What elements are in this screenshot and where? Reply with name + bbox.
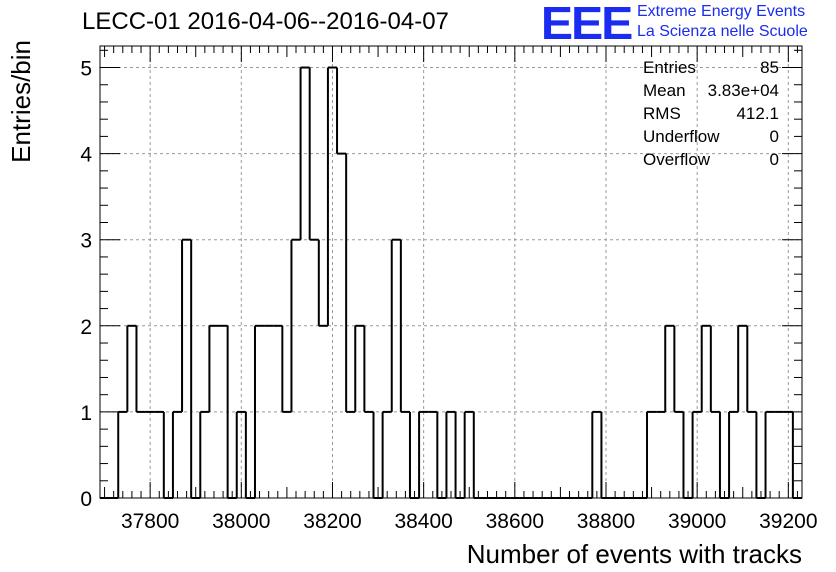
stat-mean-value: 3.83e+04 xyxy=(707,81,779,100)
stat-rms-label: RMS xyxy=(643,104,681,123)
stat-overflow: Overflow 0 xyxy=(641,150,781,173)
stat-underflow-value: 0 xyxy=(769,127,779,146)
stat-entries-value: 85 xyxy=(760,58,779,77)
stats-box: Entries 85 Mean 3.83e+04 RMS 412.1 Under… xyxy=(641,58,781,173)
x-tick-label: 38000 xyxy=(212,510,270,533)
x-tick-label: 39200 xyxy=(759,510,817,533)
y-tick-label: 4 xyxy=(80,144,92,167)
tick-layer xyxy=(100,46,802,499)
stat-rms: RMS 412.1 xyxy=(641,104,781,127)
logo-letters: EEE xyxy=(540,0,633,49)
tick-label-layer: 37800 38000 38200 38400 38600 38800 39000 39200… xyxy=(80,58,817,533)
stat-overflow-label: Overflow xyxy=(643,150,711,169)
y-tick-label: 3 xyxy=(80,230,92,253)
stat-overflow-value: 0 xyxy=(769,150,779,169)
x-tick-label: 39000 xyxy=(668,510,726,533)
y-tick-label: 2 xyxy=(80,316,92,339)
y-axis-label: Entries/bin xyxy=(6,40,36,163)
x-tick-label: 37800 xyxy=(121,510,179,533)
logo-line-1: Extreme Energy Events xyxy=(637,3,806,20)
x-axis-label: Number of events with tracks xyxy=(467,539,802,569)
stat-rms-value: 412.1 xyxy=(736,104,779,123)
y-tick-label: 1 xyxy=(80,402,92,425)
stat-underflow-label: Underflow xyxy=(643,127,720,146)
chart-title: LECC-01 2016-04-06--2016-04-07 xyxy=(82,8,449,35)
stat-mean: Mean 3.83e+04 xyxy=(641,81,781,104)
stat-entries: Entries 85 xyxy=(641,58,781,81)
stat-mean-label: Mean xyxy=(643,81,686,100)
stat-underflow: Underflow 0 xyxy=(641,127,781,150)
y-tick-label: 5 xyxy=(80,58,92,81)
x-tick-label: 38600 xyxy=(486,510,544,533)
logo-line-2: La Scienza nelle Scuole xyxy=(637,23,808,40)
stat-entries-label: Entries xyxy=(643,58,696,77)
x-tick-label: 38200 xyxy=(303,510,361,533)
x-tick-label: 38800 xyxy=(577,510,635,533)
y-tick-label: 0 xyxy=(80,488,92,511)
eee-logo: EEE Extreme Energy Events La Scienza nel… xyxy=(541,0,833,49)
x-tick-label: 38400 xyxy=(394,510,452,533)
